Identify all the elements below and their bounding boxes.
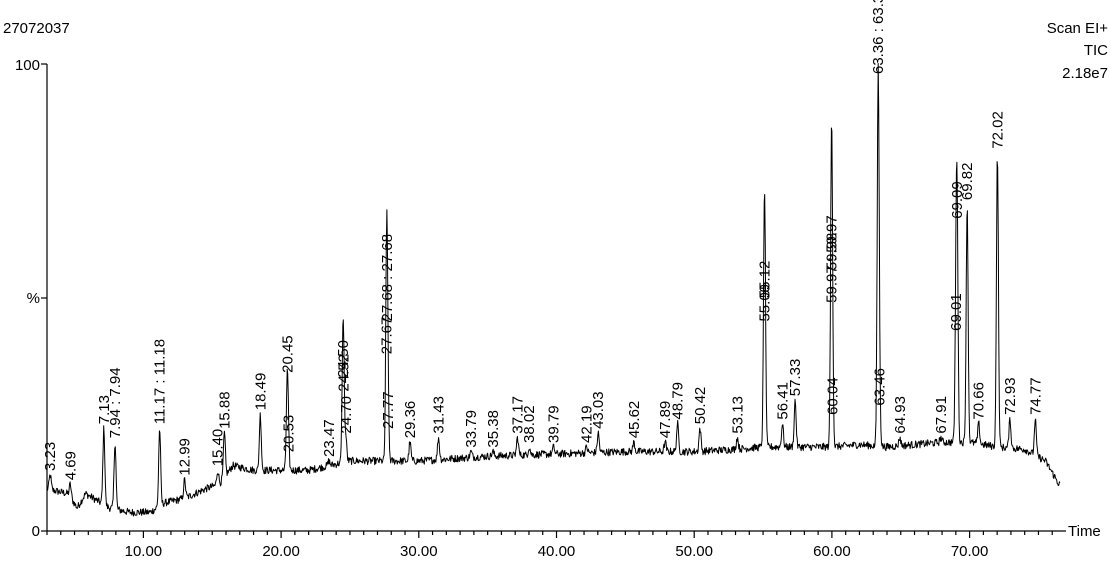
peak-label: 37.17: [510, 396, 527, 434]
peak-label: 57.33: [787, 359, 804, 397]
sample-id: 27072037: [3, 20, 70, 37]
peak-label: 29.36: [402, 401, 419, 439]
peak-label: 59.98: [824, 233, 841, 271]
peak-label: 69.09: [949, 181, 966, 219]
peak-label: 43.03: [590, 391, 607, 429]
x-axis-label: Time: [1068, 523, 1101, 540]
peak-label: 47.89: [657, 401, 674, 439]
tic-trace: [46, 63, 1061, 517]
peak-label: 7.94 : 7.94: [107, 367, 124, 438]
peak-label: 24.50: [335, 340, 352, 378]
peak-label: 74.77: [1027, 377, 1044, 415]
peak-label: 39.79: [546, 405, 563, 443]
peak-labels: 3.23 4.69 7.137.94 : 7.94 11.17 : 11.18 12.9…: [42, 0, 1044, 480]
x-tick-label: 60.00: [813, 543, 851, 560]
trace-type: TIC: [1084, 42, 1108, 59]
peak-label: 63.46: [872, 368, 889, 406]
peak-label: 11.17 : 11.18: [152, 339, 169, 424]
peak-label: 72.93: [1002, 377, 1019, 415]
peak-label: 18.49: [252, 373, 269, 411]
peak-label: 4.69: [62, 451, 79, 480]
peak-label: 27.77: [380, 391, 397, 429]
peak-label: 42.19: [579, 405, 596, 443]
peak-label: 23.47: [321, 419, 338, 457]
peak-label: 15.88: [216, 391, 233, 429]
peak-label: 67.91: [933, 396, 950, 434]
peak-label: 35.38: [485, 410, 502, 448]
peak-label: 72.02: [989, 111, 1006, 149]
peak-label: 56.41: [774, 382, 791, 420]
peak-label: 55.12: [757, 261, 774, 299]
peak-label: 15.40: [210, 429, 227, 467]
peak-label: 48.79: [670, 382, 687, 420]
peak-label: 50.42: [692, 387, 709, 425]
x-tick-label: 50.00: [675, 543, 713, 560]
y-axis-label: %: [27, 290, 40, 307]
peak-label: 31.43: [430, 396, 447, 434]
peak-label: 20.53: [280, 415, 297, 453]
peak-label: 64.93: [892, 396, 909, 434]
peak-label: 60.04: [824, 377, 841, 415]
peak-label: 20.45: [279, 335, 296, 373]
x-tick-label: 20.00: [262, 543, 300, 560]
peak-label: 38.02: [521, 405, 538, 443]
peak-label: 59.97 : 59.97: [823, 215, 840, 303]
peak-label: 69.01: [948, 293, 965, 331]
peak-label: 3.23: [42, 442, 59, 471]
peak-label: 70.66: [971, 382, 988, 420]
x-tick-label: 10.00: [125, 543, 163, 560]
x-tick-label: 30.00: [400, 543, 438, 560]
peak-label: 45.62: [626, 401, 643, 439]
peak-label: 27.67: [379, 317, 396, 355]
peak-label: 24.52: [335, 354, 352, 392]
peak-label: 7.13: [96, 395, 113, 424]
x-tick-label: 70.00: [951, 543, 989, 560]
peak-label: 53.13: [729, 396, 746, 434]
y-tick-label-100: 100: [15, 57, 40, 74]
y-tick-label-0: 0: [32, 523, 40, 540]
scan-mode: Scan EI+: [1047, 20, 1109, 37]
peak-label: 24.70: [338, 396, 355, 434]
x-tick-label: 40.00: [538, 543, 576, 560]
peak-label: 63.36 : 63.36: [870, 0, 887, 74]
peak-label: 55.09: [756, 284, 773, 322]
peak-label: 12.99: [177, 438, 194, 476]
intensity-label: 2.18e7: [1062, 65, 1108, 82]
peak-label: 27.68 : 27.68: [379, 234, 396, 322]
peak-label: 69.82: [959, 163, 976, 201]
peak-label: 33.79: [463, 410, 480, 448]
x-ticks: 10.00 20.00 30.00 40.00 50.00 60.00 70.00: [46, 531, 1053, 560]
